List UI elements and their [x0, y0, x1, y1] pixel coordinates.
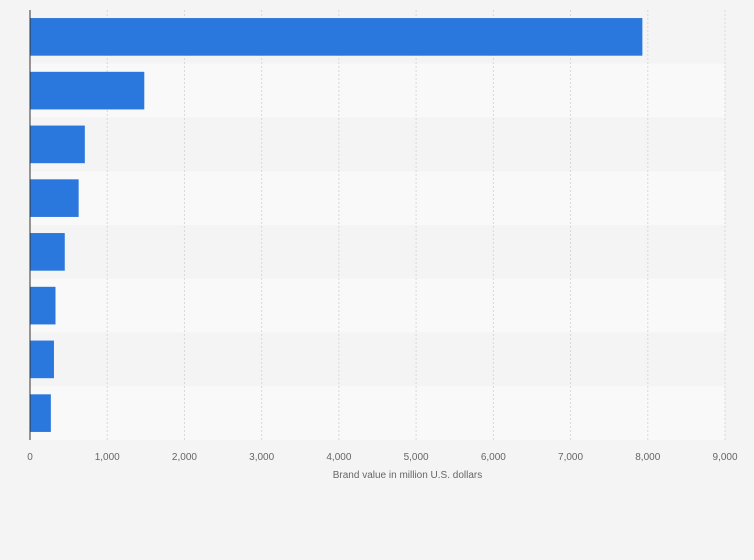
bar[interactable] [30, 233, 65, 271]
x-tick-label: 2,000 [172, 452, 197, 463]
row-band [30, 63, 725, 118]
row-band [30, 117, 725, 172]
x-tick-label: 3,000 [249, 452, 274, 463]
x-tick-label: 1,000 [95, 452, 120, 463]
row-band [30, 171, 725, 225]
bar[interactable] [30, 179, 79, 217]
bar[interactable] [30, 18, 643, 56]
x-tick-label: 0 [27, 452, 33, 463]
x-tick-label: 8,000 [635, 452, 660, 463]
x-tick-label: 6,000 [481, 452, 506, 463]
bar[interactable] [30, 340, 54, 379]
bar[interactable] [30, 286, 56, 325]
row-band [30, 332, 725, 387]
row-band [30, 386, 725, 440]
row-bands [30, 10, 725, 440]
bar[interactable] [30, 394, 51, 432]
bar[interactable] [30, 125, 85, 164]
row-band [30, 278, 725, 333]
x-tick-label: 9,000 [712, 452, 737, 463]
x-axis-title: Brand value in million U.S. dollars [333, 470, 483, 481]
bar[interactable] [30, 71, 145, 110]
bars [30, 18, 643, 432]
row-band [30, 225, 725, 279]
x-tick-labels: 0 1,000 2,000 3,000 4,000 5,000 6,000 7,000 8,00… [27, 452, 738, 463]
x-tick-label: 4,000 [326, 452, 351, 463]
x-tick-label: 5,000 [404, 452, 429, 463]
x-tick-label: 7,000 [558, 452, 583, 463]
